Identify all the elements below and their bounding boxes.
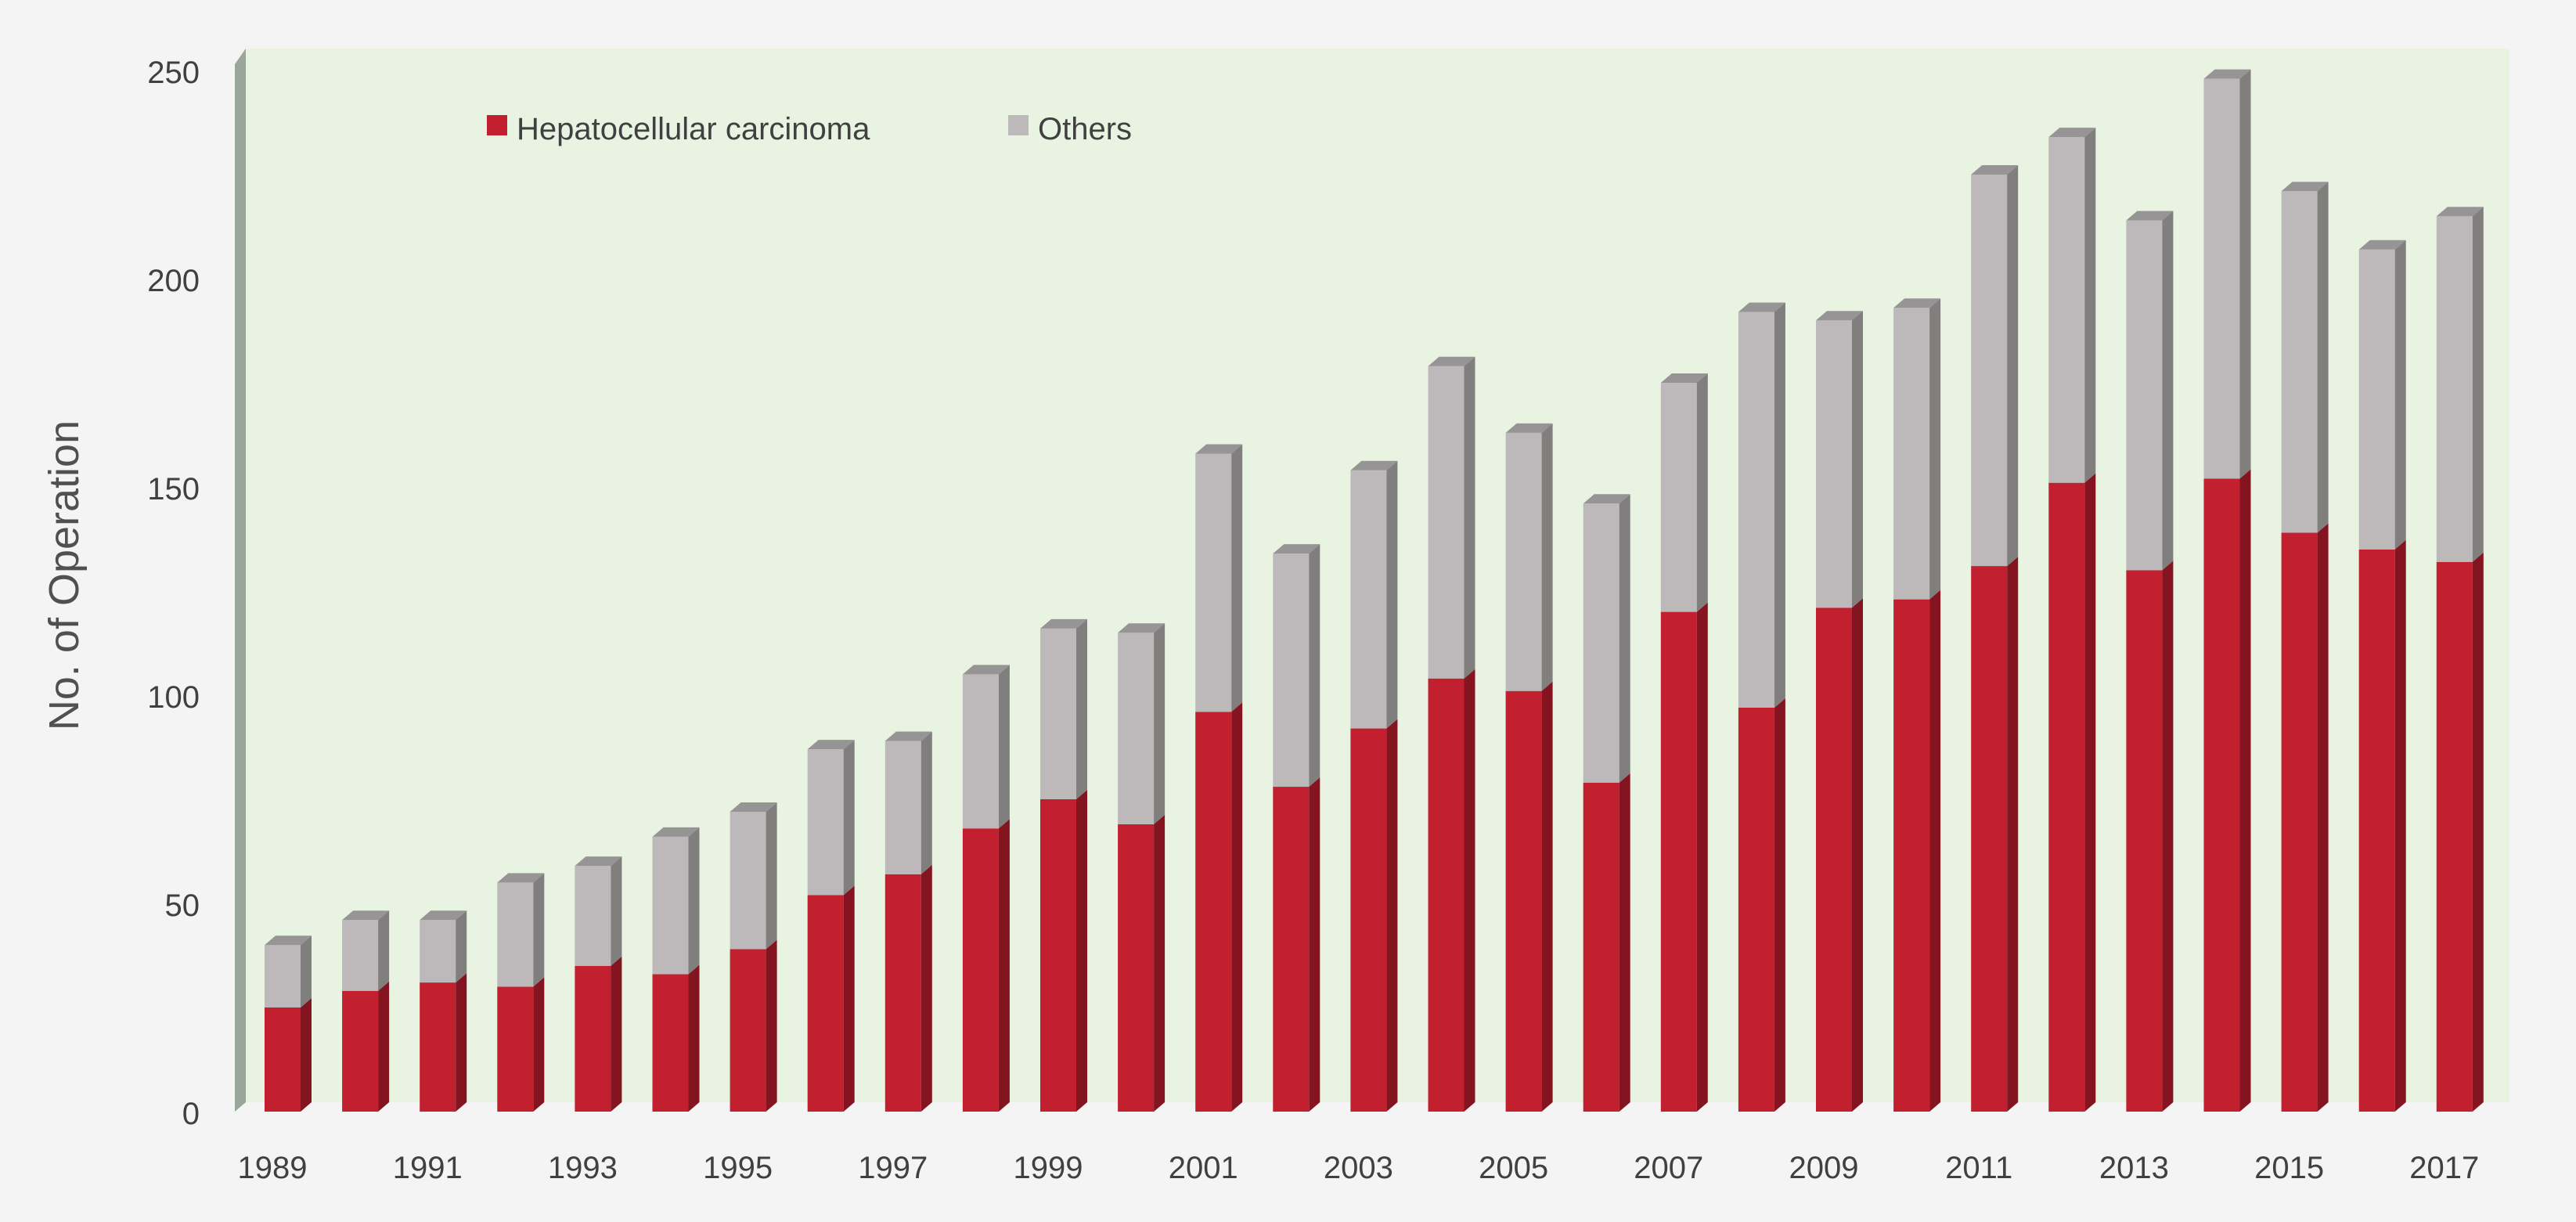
x-tick-label: 2003 — [1324, 1151, 1393, 1185]
bar-others-2004 — [1428, 356, 1475, 679]
legend-item-others: Others — [1008, 112, 1132, 146]
bar-others-2011 — [1971, 165, 2019, 567]
bar-hcc-2013 — [2126, 561, 2174, 1112]
bar-hcc-2016 — [2358, 539, 2406, 1112]
bar-hcc-1989 — [265, 998, 312, 1112]
bar-others-2005 — [1505, 423, 1553, 691]
bar-hcc-2014 — [2203, 469, 2251, 1112]
bar-others-1997 — [884, 731, 932, 874]
bar-hcc-1995 — [730, 939, 777, 1112]
bar-others-2016 — [2358, 240, 2406, 550]
bar-others-2006 — [1583, 494, 1630, 783]
bar-others-1995 — [730, 802, 777, 950]
bar-hcc-2006 — [1583, 773, 1630, 1112]
bar-hcc-2012 — [2048, 473, 2096, 1112]
bar-others-1989 — [265, 935, 312, 1008]
y-tick-label: 0 — [182, 1097, 200, 1131]
bar-others-2012 — [2048, 128, 2096, 483]
x-tick-label: 2013 — [2099, 1151, 2169, 1185]
bar-others-1993 — [575, 856, 622, 966]
bar-hcc-2007 — [1660, 602, 1708, 1112]
bar-others-2013 — [2126, 211, 2174, 571]
y-tick-label: 200 — [147, 264, 200, 298]
bar-hcc-2008 — [1738, 698, 1785, 1112]
bar-hcc-2000 — [1118, 814, 1166, 1112]
bar-hcc-2009 — [1816, 598, 1863, 1112]
bar-hcc-2017 — [2436, 552, 2484, 1112]
bar-others-2014 — [2203, 69, 2251, 479]
bar-hcc-2015 — [2281, 523, 2329, 1112]
bar-hcc-1996 — [807, 885, 855, 1112]
x-tick-label: 2017 — [2409, 1151, 2479, 1185]
bar-hcc-2010 — [1893, 589, 1941, 1112]
bar-hcc-1994 — [652, 964, 700, 1112]
bar-others-1991 — [420, 910, 467, 983]
bar-others-1999 — [1040, 618, 1087, 799]
bar-others-2008 — [1738, 302, 1785, 708]
svg-text:Others: Others — [1038, 112, 1132, 146]
bar-others-1992 — [497, 873, 545, 987]
bar-others-1994 — [652, 827, 700, 975]
bar-others-1998 — [962, 665, 1010, 829]
bar-hcc-2011 — [1971, 557, 2019, 1112]
x-tick-label: 1999 — [1014, 1151, 1083, 1185]
x-tick-label: 2009 — [1789, 1151, 1859, 1185]
svg-text:Hepatocellular carcinoma: Hepatocellular carcinoma — [517, 112, 870, 146]
bar-hcc-1991 — [420, 973, 467, 1112]
x-tick-label: 2015 — [2254, 1151, 2324, 1185]
bar-others-1990 — [342, 910, 390, 991]
bar-others-1996 — [807, 740, 855, 896]
bar-hcc-1999 — [1040, 790, 1087, 1112]
legend-item-hcc: Hepatocellular carcinoma — [487, 112, 870, 146]
bar-hcc-2002 — [1273, 777, 1320, 1112]
y-tick-label: 50 — [165, 889, 200, 923]
x-tick-label: 1991 — [393, 1151, 463, 1185]
x-tick-label: 1995 — [703, 1151, 773, 1185]
bar-others-2009 — [1816, 311, 1863, 608]
bar-others-2017 — [2436, 207, 2484, 562]
bar-hcc-2003 — [1350, 719, 1398, 1112]
x-tick-label: 1993 — [548, 1151, 618, 1185]
x-tick-label: 1997 — [858, 1151, 928, 1185]
bar-others-2007 — [1660, 373, 1708, 612]
y-tick-label: 250 — [147, 56, 200, 90]
bar-hcc-2004 — [1428, 669, 1475, 1112]
bar-others-2015 — [2281, 182, 2329, 533]
x-tick-label: 2007 — [1634, 1151, 1703, 1185]
bar-hcc-1990 — [342, 981, 390, 1112]
x-tick-label: 1989 — [238, 1151, 308, 1185]
y-tick-label: 100 — [147, 680, 200, 715]
bar-others-2003 — [1350, 460, 1398, 729]
x-tick-label: 2001 — [1169, 1151, 1238, 1185]
bar-hcc-1997 — [884, 864, 932, 1112]
bar-hcc-2005 — [1505, 681, 1553, 1112]
bar-others-2000 — [1118, 623, 1166, 824]
bar-others-2001 — [1195, 444, 1243, 712]
bar-hcc-2001 — [1195, 702, 1243, 1112]
x-tick-label: 2005 — [1479, 1151, 1548, 1185]
bar-hcc-1992 — [497, 977, 545, 1112]
plot-side-wall — [235, 49, 246, 1112]
bar-others-2010 — [1893, 298, 1941, 600]
y-axis-label: No. of Operation — [41, 420, 88, 730]
bar-hcc-1998 — [962, 819, 1010, 1112]
y-tick-label: 150 — [147, 472, 200, 506]
x-tick-label: 2011 — [1945, 1151, 2012, 1185]
bar-others-2002 — [1273, 544, 1320, 788]
bar-hcc-1993 — [575, 956, 622, 1112]
